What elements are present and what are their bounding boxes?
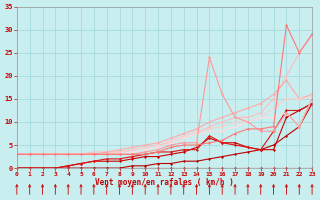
X-axis label: Vent moyen/en rafales ( km/h ): Vent moyen/en rafales ( km/h ) bbox=[95, 178, 234, 187]
